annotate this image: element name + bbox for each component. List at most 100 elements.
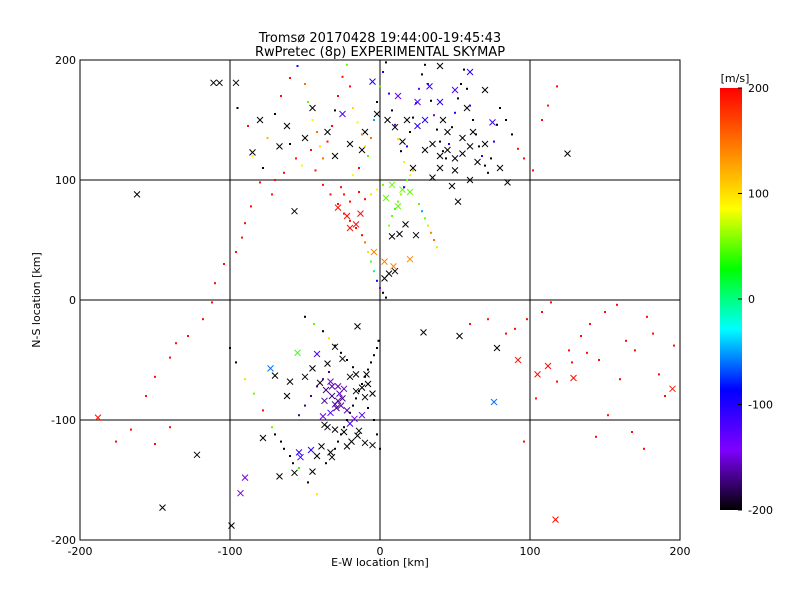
data-point-dot	[385, 61, 387, 64]
data-point-cross	[316, 379, 324, 387]
data-point-dot	[532, 169, 534, 172]
data-point-dot	[469, 104, 471, 107]
data-point-dot	[298, 414, 300, 417]
data-point-cross	[276, 473, 283, 480]
data-point-cross	[351, 415, 358, 423]
data-point-cross	[313, 350, 321, 358]
data-point-cross	[319, 413, 327, 420]
data-point-dot	[235, 251, 237, 253]
data-point-dot	[301, 164, 303, 167]
data-point-cross	[267, 365, 274, 372]
data-point-cross	[339, 110, 346, 118]
data-point-dot	[328, 337, 330, 340]
data-point-cross	[346, 140, 354, 148]
data-point-cross	[355, 427, 363, 435]
data-point-dot	[391, 109, 393, 112]
data-point-dot	[430, 99, 432, 102]
colorbar-tick-label: -100	[748, 399, 773, 412]
data-point-cross	[454, 198, 462, 205]
data-point-dot	[304, 83, 306, 85]
data-point-dot	[445, 157, 447, 160]
data-point-cross	[459, 134, 466, 142]
data-point-dot	[556, 85, 558, 88]
data-point-dot	[364, 375, 366, 378]
data-point-dot	[175, 342, 177, 345]
data-point-dot	[370, 193, 372, 196]
data-point-dot	[187, 335, 189, 337]
data-point-dot	[391, 215, 393, 217]
data-point-cross	[237, 489, 244, 497]
data-point-dot	[211, 301, 213, 304]
data-point-cross	[451, 167, 459, 174]
data-point-dot	[382, 71, 384, 73]
data-point-cross	[364, 380, 372, 388]
data-point-cross	[297, 453, 304, 461]
data-point-cross	[421, 116, 429, 124]
data-point-dot	[307, 481, 309, 484]
data-point-cross	[414, 122, 421, 130]
data-point-cross	[493, 344, 501, 352]
data-point-dot	[322, 157, 324, 160]
data-point-dot	[334, 447, 336, 450]
data-point-dot	[304, 315, 306, 318]
data-point-cross	[436, 98, 444, 106]
data-point-cross	[337, 402, 345, 409]
data-point-dot	[376, 101, 378, 103]
data-point-cross	[354, 432, 361, 439]
data-point-dot	[481, 155, 483, 157]
data-point-dot	[304, 404, 306, 407]
data-point-cross	[444, 146, 451, 154]
data-point-dot	[493, 140, 495, 143]
data-point-dot	[316, 385, 318, 388]
data-point-cross	[352, 371, 360, 378]
data-point-dot	[349, 85, 351, 88]
data-point-cross	[396, 230, 403, 238]
data-point-dot	[343, 193, 345, 196]
data-point-cross	[327, 409, 334, 417]
data-point-cross	[394, 92, 402, 100]
data-point-dot	[385, 296, 387, 299]
data-point-dot	[274, 113, 276, 115]
data-point-cross	[451, 155, 459, 162]
data-point-cross	[403, 116, 411, 124]
data-point-dot	[283, 447, 285, 450]
data-point-cross	[324, 360, 331, 367]
data-point-cross	[391, 123, 399, 131]
data-point-cross	[564, 150, 571, 157]
data-point-cross	[291, 469, 298, 477]
data-point-dot	[373, 354, 375, 357]
data-point-cross	[291, 207, 298, 215]
data-point-dot	[403, 186, 405, 189]
data-point-dot	[439, 140, 441, 143]
data-point-dot	[517, 147, 519, 150]
data-point-dot	[340, 186, 342, 189]
y-tick-label: -200	[51, 534, 76, 547]
data-point-dot	[379, 287, 381, 289]
data-point-dot	[370, 137, 372, 139]
data-point-dot	[430, 231, 432, 234]
data-point-cross	[241, 474, 249, 481]
data-point-dot	[130, 428, 132, 431]
data-point-dot	[376, 279, 378, 282]
data-point-dot	[652, 332, 654, 335]
data-point-dot	[604, 311, 606, 313]
data-point-dot	[223, 263, 225, 265]
data-point-dot	[589, 323, 591, 325]
data-point-dot	[274, 179, 276, 181]
data-point-cross	[534, 371, 541, 378]
data-point-cross	[346, 373, 354, 381]
data-point-cross	[216, 79, 223, 87]
data-point-cross	[381, 275, 388, 282]
data-point-dot	[427, 83, 429, 85]
data-point-dot	[400, 193, 402, 196]
data-point-cross	[436, 62, 444, 70]
data-point-dot	[341, 75, 344, 78]
x-tick-label: 100	[520, 545, 541, 558]
data-point-dot	[379, 85, 381, 88]
data-point-dot	[349, 200, 351, 203]
data-point-cross	[496, 164, 504, 172]
data-point-dot	[313, 323, 315, 325]
data-point-dot	[367, 407, 369, 409]
data-point-dot	[236, 107, 239, 109]
chart-subtitle: RwPretec (8p) EXPERIMENTAL SKYMAP	[255, 45, 505, 60]
